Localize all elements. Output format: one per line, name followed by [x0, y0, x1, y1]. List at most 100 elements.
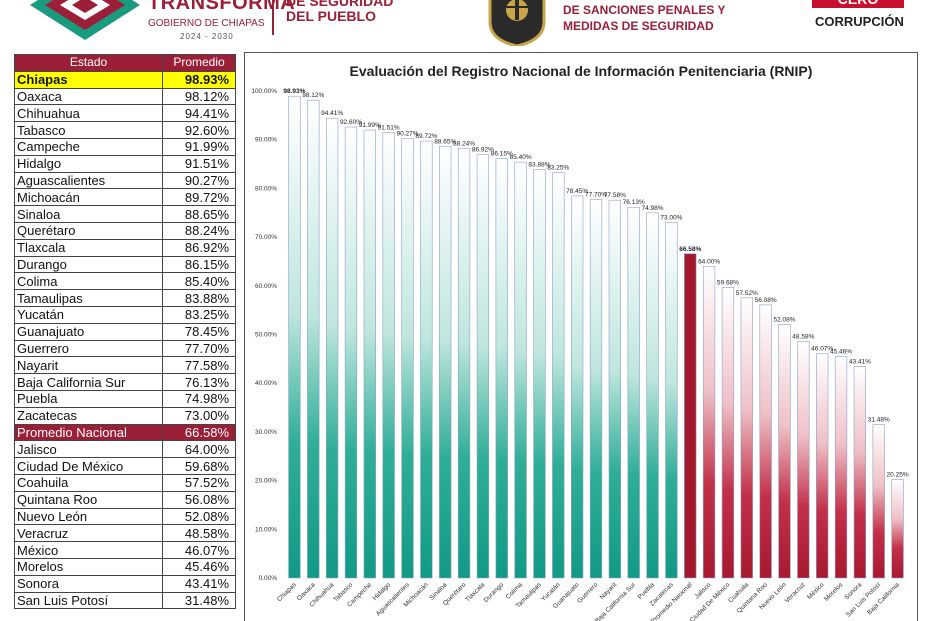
state-name-cell: Chihuahua: [14, 104, 163, 123]
x-axis: ChiapasOaxacaChihuahuaTabascoCampecheHid…: [276, 581, 901, 621]
y-tick-label: 0.00%: [259, 575, 278, 582]
bar: [891, 479, 904, 579]
average-value-cell: 88.65%: [162, 205, 236, 223]
state-name-cell: Yucatán: [14, 305, 163, 324]
chart-panel: Evaluación del Registro Nacional de Info…: [244, 52, 918, 621]
bar-value-label: 48.58%: [792, 333, 814, 340]
state-name-cell: Morelos: [14, 557, 163, 576]
average-value-cell: 77.58%: [162, 356, 236, 375]
brand-subtitle: GOBIERNO DE CHIAPAS: [148, 18, 265, 29]
table-row: Coahuila 57.52%: [14, 473, 236, 492]
bar: [589, 199, 603, 579]
bar: [721, 287, 735, 579]
average-value-cell: 78.45%: [162, 322, 236, 341]
bar: [401, 138, 414, 579]
table-row: Sonora 43.41%: [14, 574, 236, 593]
x-tick-label: Guerrero: [576, 581, 600, 605]
y-tick-label: 90.00%: [255, 137, 277, 144]
bar-chart: 0.00% 10.00% 20.00% 30.00% 40.00% 50.00% 60.00…: [251, 88, 908, 621]
state-name-cell: Durango: [14, 255, 163, 274]
header-banner: TRANSFORMA GOBIERNO DE CHIAPAS 2024 - 20…: [0, 0, 930, 50]
state-name-cell: Puebla: [14, 389, 163, 408]
state-name-cell: Nuevo León: [14, 507, 163, 526]
average-value-cell: 52.08%: [162, 507, 236, 526]
table-row: Morelos 45.46%: [14, 557, 236, 576]
y-tick-label: 40.00%: [255, 380, 277, 387]
bar-value-label: 77.70%: [585, 192, 607, 199]
bar-value-label: 85.40%: [510, 154, 532, 161]
justice-seal-icon: [488, 0, 546, 46]
average-value-cell: 45.46%: [162, 557, 236, 576]
table-row: Yucatán 83.25%: [14, 305, 236, 324]
table-row: Oaxaca 98.12%: [14, 87, 236, 106]
sanctions-line-2: MEDIDAS DE SEGURIDAD: [563, 19, 714, 33]
table-row: Nayarit 77.58%: [14, 356, 236, 375]
bar-value-label: 90.27%: [396, 130, 418, 137]
bar: [476, 154, 490, 579]
bar-value-label: 94.41%: [321, 110, 343, 117]
bar-value-label: 64.00%: [698, 258, 720, 265]
state-name-cell: San Luis Potosí: [14, 591, 163, 610]
bar: [420, 140, 433, 579]
state-name-cell: Baja California Sur: [14, 373, 163, 391]
state-name-cell: Quintana Roo: [14, 490, 163, 509]
table-row: Baja California Sur 76.13%: [14, 373, 236, 391]
average-value-cell: 43.41%: [162, 574, 236, 593]
average-value-cell: 73.00%: [162, 406, 236, 425]
bar: [834, 356, 848, 579]
table-row: Jalisco 64.00%: [14, 440, 236, 459]
bar: [439, 145, 452, 579]
table-row: Quintana Roo 56.08%: [14, 490, 236, 509]
bar-value-label: 91.99%: [359, 122, 381, 129]
state-name-cell: Chiapas: [14, 70, 163, 89]
average-value-cell: 76.13%: [162, 373, 236, 391]
bar: [457, 147, 471, 579]
y-tick-label: 50.00%: [255, 332, 277, 339]
table-row: Ciudad De México 59.68%: [14, 457, 236, 475]
bar-value-label: 86.15%: [491, 150, 513, 157]
average-value-cell: 94.41%: [162, 104, 236, 123]
state-name-cell: Guanajuato: [14, 322, 163, 341]
bar-value-label: 88.65%: [434, 138, 456, 145]
bar: [872, 424, 885, 579]
state-name-cell: Veracruz: [14, 524, 163, 543]
table-row: Veracruz 48.58%: [14, 524, 236, 543]
average-value-cell: 31.48%: [162, 591, 236, 610]
x-tick-label: Veracruz: [784, 581, 807, 604]
sanctions-title: DE SANCIONES PENALES Y MEDIDAS DE SEGURI…: [563, 2, 725, 34]
average-value-cell: 86.92%: [162, 238, 236, 257]
average-value-cell: 91.51%: [162, 154, 236, 173]
bar-value-label: 57.52%: [736, 290, 758, 297]
state-name-cell: Aguascalientes: [14, 171, 163, 190]
bar: [627, 206, 640, 579]
brand-years: 2024 - 2030: [180, 32, 234, 41]
y-tick-label: 30.00%: [255, 429, 277, 436]
state-name-cell: Nayarit: [14, 356, 163, 375]
average-value-cell: 74.98%: [162, 389, 236, 408]
average-value-cell: 59.68%: [162, 457, 236, 475]
bar-value-label: 98.93%: [283, 88, 305, 95]
chiapas-logo-icon: [30, 0, 140, 40]
bar: [552, 172, 565, 579]
bar-value-label: 66.58%: [679, 246, 701, 253]
x-tick-label: Chiapas: [276, 581, 298, 603]
state-name-cell: Oaxaca: [14, 87, 163, 106]
column-header-state: Estado: [14, 54, 163, 72]
bar-value-label: 45.46%: [830, 349, 852, 356]
state-name-cell: México: [14, 541, 163, 559]
bar: [740, 297, 753, 579]
bar: [684, 253, 697, 579]
security-title: DE SEGURIDAD DEL PUEBLO: [286, 0, 393, 24]
y-axis: 0.00% 10.00% 20.00% 30.00% 40.00% 50.00% 60.00…: [251, 88, 277, 582]
average-value-cell: 91.99%: [162, 137, 236, 156]
average-value-cell: 83.88%: [162, 289, 236, 307]
x-tick-label: Durango: [483, 581, 506, 604]
bar: [325, 117, 339, 579]
average-value-cell: 77.70%: [162, 339, 236, 358]
bar-value-label: 88.24%: [453, 140, 475, 147]
bar-value-label: 52.08%: [773, 316, 795, 323]
state-name-cell: Tabasco: [14, 121, 163, 139]
average-value-cell: 92.60%: [162, 121, 236, 139]
bar: [665, 222, 678, 579]
table-row: Zacatecas 73.00%: [14, 406, 236, 425]
